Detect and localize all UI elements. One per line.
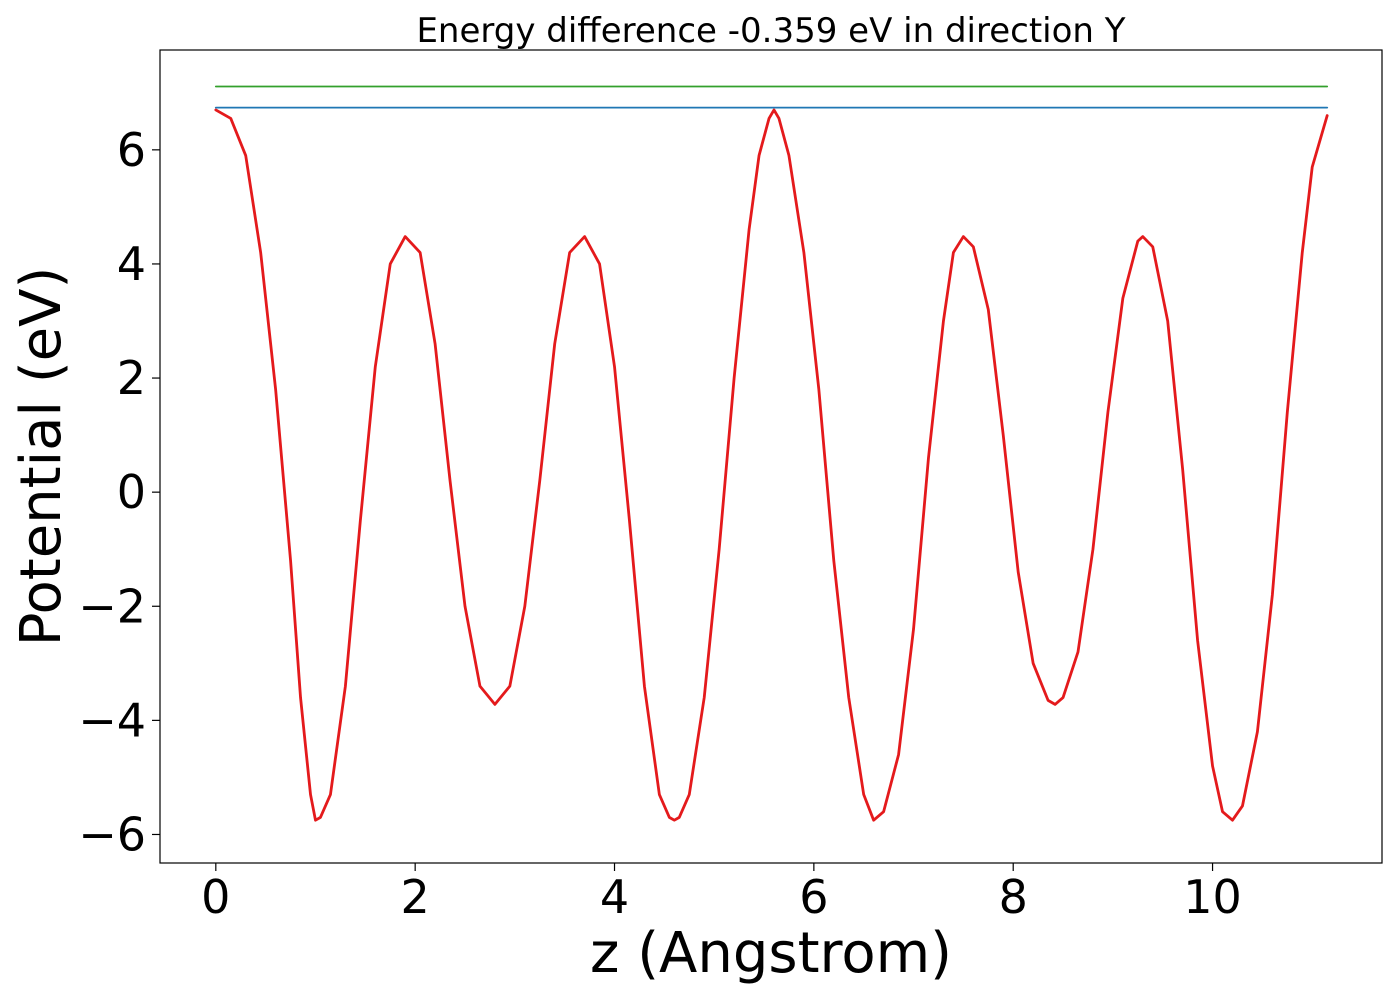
series-layer xyxy=(214,85,1329,822)
y-tick-label: 2 xyxy=(117,351,146,405)
x-axis-label: z (Angstrom) xyxy=(590,921,952,986)
y-axis: −6 −4 −2 0 2 4 6 xyxy=(78,123,160,861)
y-tick-label: −6 xyxy=(78,807,146,861)
y-tick-label: 4 xyxy=(117,237,146,291)
chart-title: Energy difference -0.359 eV in direction… xyxy=(416,11,1125,51)
x-tick-label: 6 xyxy=(799,870,828,924)
x-tick-label: 2 xyxy=(401,870,430,924)
x-tick-label: 0 xyxy=(201,870,230,924)
series-line-1 xyxy=(214,108,1329,822)
y-tick-label: −4 xyxy=(78,693,146,747)
x-tick-label: 4 xyxy=(600,870,629,924)
x-axis: 0 2 4 6 8 10 xyxy=(201,863,1242,924)
x-tick-label: 8 xyxy=(999,870,1028,924)
y-tick-label: 6 xyxy=(117,123,146,177)
y-axis-label: Potential (eV) xyxy=(9,267,74,647)
plot-frame xyxy=(159,49,1383,864)
x-tick-label: 10 xyxy=(1183,870,1242,924)
y-tick-label: 0 xyxy=(117,465,146,519)
plot-area xyxy=(160,50,1382,863)
y-tick-label: −2 xyxy=(78,579,146,633)
